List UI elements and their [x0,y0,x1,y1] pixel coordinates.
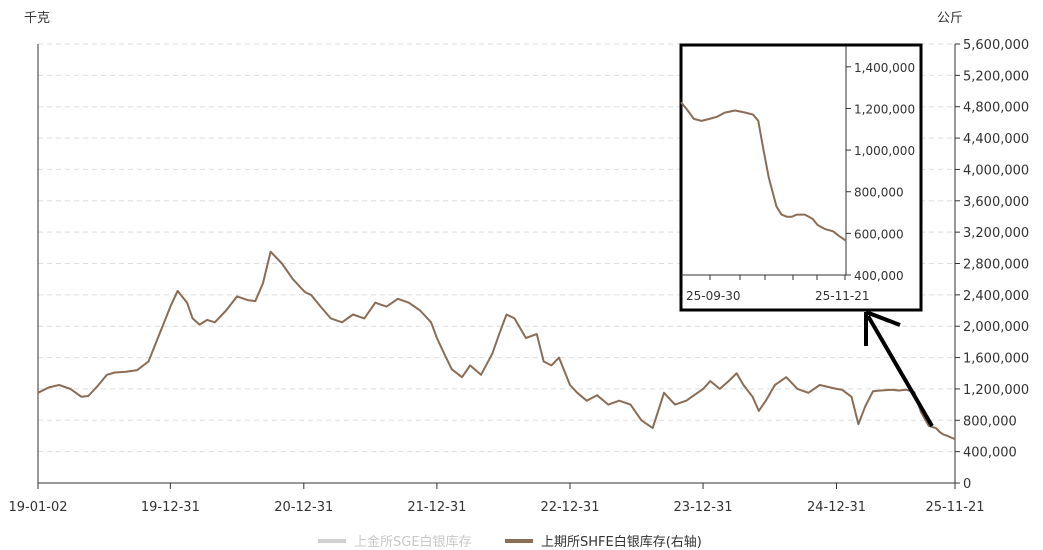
legend-item-label[interactable]: 上金所SGE白银库存 [354,534,472,550]
x-axis-tick-label: 20-12-31 [274,500,333,515]
x-axis-tick-label: 22-12-31 [540,500,599,515]
right-axis-tick-label: 2,000,000 [963,320,1029,335]
right-axis-tick-label: 1,200,000 [963,383,1029,398]
inset-y-tick-label: 400,000 [854,269,904,283]
right-axis-tick-label: 2,800,000 [963,258,1029,273]
x-axis-tick-label: 24-12-31 [807,500,866,515]
inset-y-tick-label: 600,000 [854,227,904,241]
series-line-shfe [37,250,956,441]
right-axis-tick-label: 3,200,000 [963,226,1029,241]
legend-item-label[interactable]: 上期所SHFE白银库存(右轴) [541,534,702,550]
inset-x-tick-label: 25-11-21 [815,289,869,303]
inset-y-tick-label: 800,000 [854,186,904,200]
series-layer [37,250,956,441]
x-axis-tick-label: 19-01-02 [8,500,67,515]
inset-y-tick-label: 1,400,000 [854,61,915,75]
right-axis-unit: 公斤 [937,11,963,26]
right-axis-tick-label: 5,200,000 [963,69,1029,84]
right-axis-tick-label: 4,800,000 [963,101,1029,116]
right-axis-tick-label: 5,600,000 [963,38,1029,53]
annotation-arrow-head [865,310,901,327]
right-axis-tick-label: 1,600,000 [963,352,1029,367]
right-axis-tick-label: 3,600,000 [963,195,1029,210]
inset-zoom-chart: 400,000 600,000 800,000 1,000,000 1,200,000 1… [679,43,923,312]
inset-series-line [680,101,847,242]
left-axis-unit: 千克 [24,11,50,26]
inset-frame [679,43,923,312]
right-axis-tick-label: 800,000 [963,414,1017,429]
x-axis-tick-label: 19-12-31 [141,500,200,515]
inset-y-tick-label: 1,000,000 [854,144,915,158]
inset-y-tick-label: 1,200,000 [854,102,915,116]
inset-x-tick-label: 25-09-30 [686,289,740,303]
x-axis-tick-label: 23-12-31 [674,500,733,515]
right-axis-tick-label: 0 [963,477,971,492]
x-axis-tick-label: 25-11-21 [925,500,984,515]
right-axis-tick-label: 4,000,000 [963,163,1029,178]
annotation-arrow-shaft [866,314,934,428]
right-axis-tick-label: 2,400,000 [963,289,1029,304]
legend[interactable]: 上金所SGE白银库存 上期所SHFE白银库存(右轴) [318,534,702,550]
annotation-layer [864,310,934,428]
x-axis-tick-label: 21-12-31 [407,500,466,515]
right-axis-tick-label: 400,000 [963,446,1017,461]
axes: 0 400,000 800,000 1,200,000 1,600,000 2,000,0… [8,38,1029,515]
right-axis-tick-label: 4,400,000 [963,132,1029,147]
